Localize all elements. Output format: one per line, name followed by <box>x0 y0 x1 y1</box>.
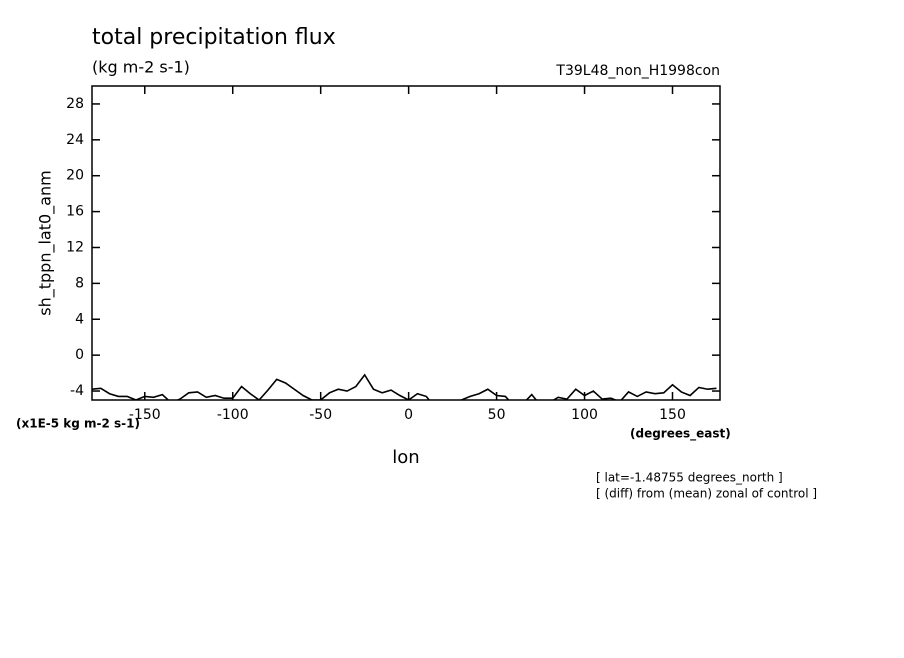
data-line <box>92 373 717 400</box>
note: [ lat=-1.48755 degrees_north ] <box>596 471 783 485</box>
y-tick-label: 0 <box>75 347 84 363</box>
note: [ (diff) from (mean) zonal of control ] <box>596 487 817 501</box>
y-tick-label: -4 <box>70 383 84 399</box>
y-axis-label: sh_tppn_lat0_anm <box>36 170 56 315</box>
x-tick-label: 100 <box>571 407 598 423</box>
y-tick-label: 24 <box>66 132 84 148</box>
x-tick-label: -100 <box>217 407 249 423</box>
y-tick-label: 12 <box>66 239 84 255</box>
y-tick-label: 4 <box>75 311 84 327</box>
y-unit: (x1E-5 kg m-2 s-1) <box>16 417 140 431</box>
x-tick-label: -50 <box>309 407 332 423</box>
x-unit: (degrees_east) <box>630 427 731 442</box>
y-tick-label: 28 <box>66 96 84 112</box>
experiment-label: T39L48_non_H1998con <box>555 63 720 79</box>
x-tick-label: 50 <box>488 407 506 423</box>
plot-frame <box>91 85 721 401</box>
x-tick-label: 150 <box>659 407 686 423</box>
y-tick-label: 16 <box>66 204 84 220</box>
chart-subtitle: (kg m-2 s-1) <box>92 58 190 77</box>
x-tick-label: -150 <box>129 407 161 423</box>
x-axis-label: lon <box>392 447 419 468</box>
x-tick-label: 0 <box>404 407 413 423</box>
y-tick-label: 20 <box>66 168 84 184</box>
y-tick-label: 8 <box>75 275 84 291</box>
chart-title: total precipitation flux <box>92 25 336 50</box>
